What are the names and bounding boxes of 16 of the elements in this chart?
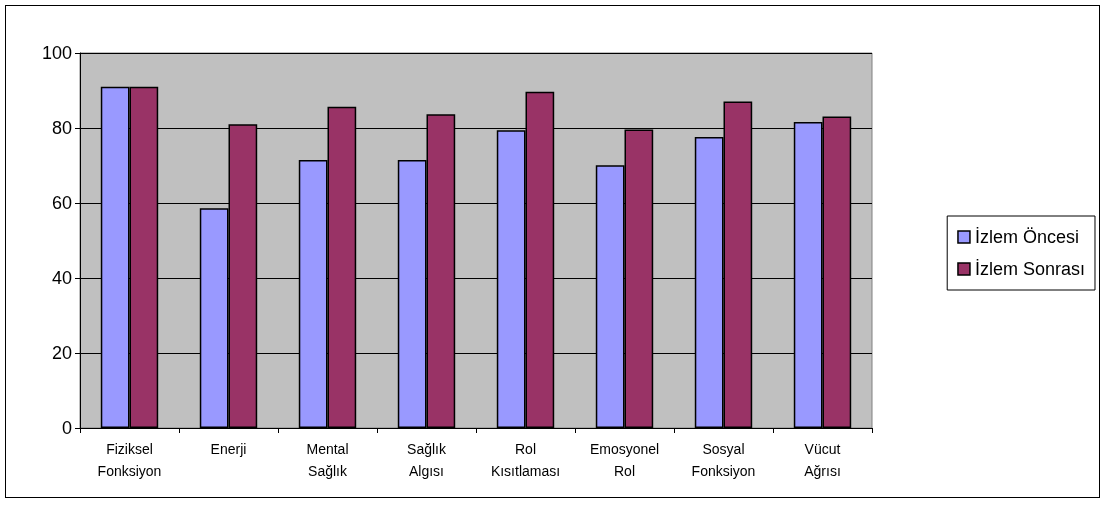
y-tick-label: 20 (51, 343, 72, 363)
x-tick-label: Vücut Ağrısı (804, 441, 841, 479)
x-tick-label: Sağlık Algısı (407, 441, 447, 479)
x-tick-label: Sosyal Fonksiyon (691, 441, 756, 479)
y-tick-label: 40 (51, 268, 72, 288)
x-tick-label: Emosyonel Rol (589, 441, 660, 479)
y-tick-label: 80 (51, 118, 72, 138)
legend-label: İzlem Sonrası (974, 259, 1086, 279)
x-tick-label: Fiziksel Fonksiyon (97, 441, 162, 479)
y-tick-label: 0 (61, 418, 72, 438)
x-tick-label: Enerji (210, 441, 247, 457)
x-tick-label: Mental Sağlık (306, 441, 349, 479)
legend-label: İzlem Öncesi (974, 227, 1079, 247)
x-tick-label: Rol Kısıtlaması (490, 441, 561, 479)
y-tick-label: 100 (41, 43, 72, 63)
y-tick-label: 60 (51, 193, 72, 213)
